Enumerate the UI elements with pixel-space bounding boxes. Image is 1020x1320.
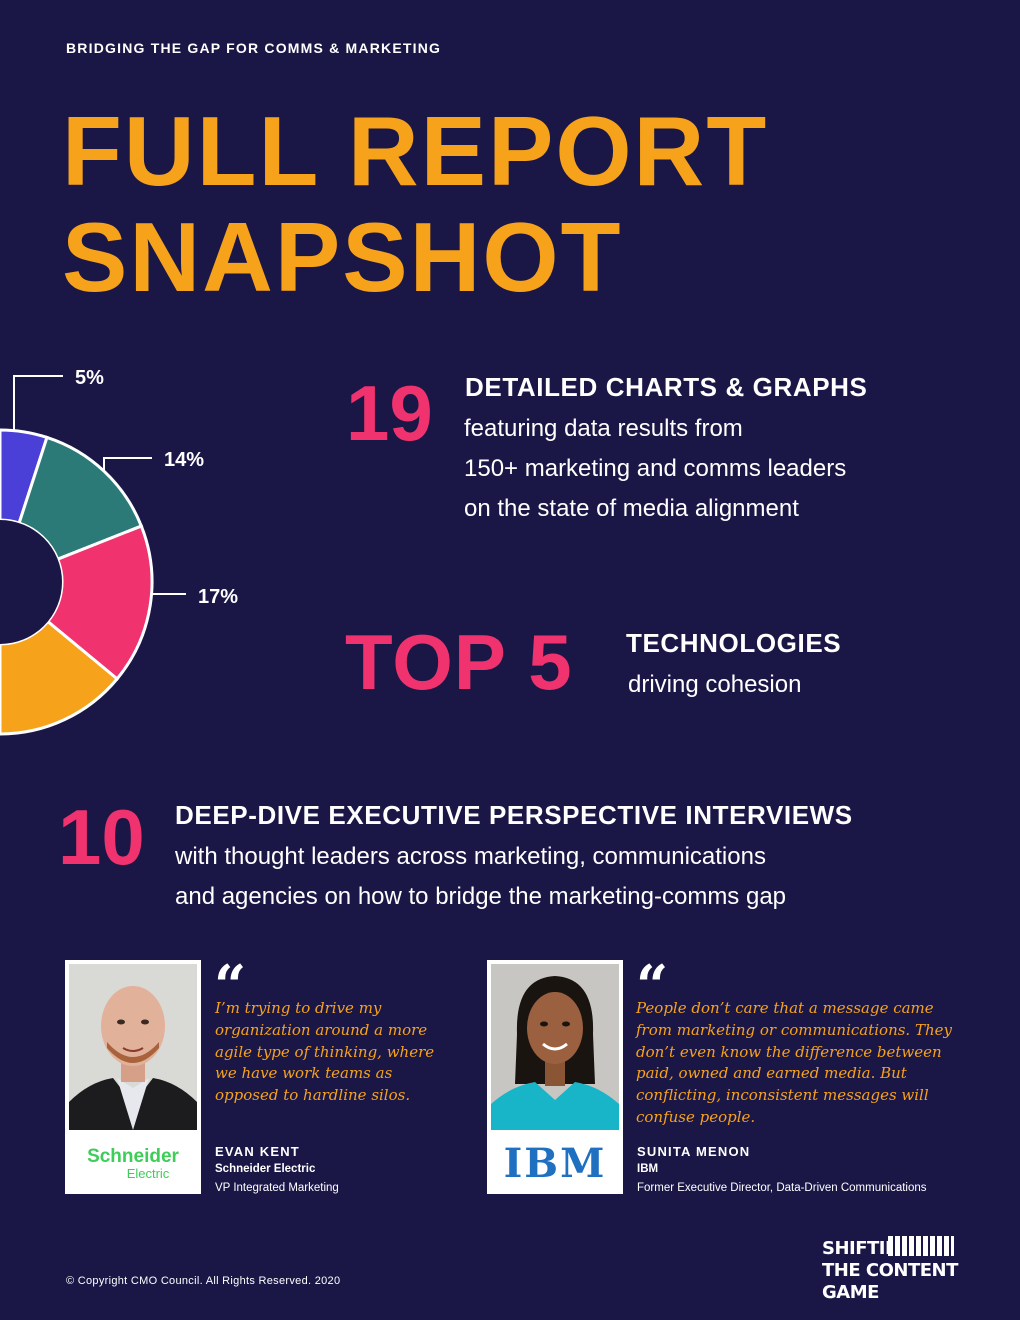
quote-company-evan-kent: Schneider Electric [215,1163,316,1175]
brand-scribble [888,1236,954,1256]
stat-number-10: 10 [58,793,145,881]
quote-text-evan-kent: I’m trying to drive my organization arou… [215,999,435,1105]
page-title: FULL REPORT SNAPSHOT [62,98,768,310]
portrait-sunita-menon [491,964,619,1130]
title-line-1: FULL REPORT [62,96,769,206]
donut-hole [0,520,62,644]
quote-mark-icon: “ [636,953,669,1019]
copyright-text: © Copyright CMO Council. All Rights Rese… [66,1275,341,1287]
stat-body-technologies: driving cohesion [628,665,801,705]
slice-label-5: 5% [75,367,104,389]
ibm-logo-text: IBM [503,1139,607,1187]
stat-heading-technologies: TECHNOLOGIES [626,628,842,658]
quote-text-sunita-menon: People don’t care that a message came fr… [636,999,952,1126]
quote-name-evan-kent: EVAN KENT [215,1144,300,1159]
slice-label-17: 17% [198,586,238,608]
stat-line: on the state of media alignment [464,495,799,522]
slice-label-14: 14% [164,449,204,471]
stat-line: featuring data results from [464,415,743,442]
photo-card-evan-kent: Schneider Electric [65,960,201,1194]
stat-heading-charts: DETAILED CHARTS & GRAPHS [465,372,868,402]
stat-body-charts: featuring data results from 150+ marketi… [464,409,846,529]
quote-mark-icon: “ [214,953,247,1019]
stat-line: driving cohesion [628,671,802,698]
eyebrow-text: BRIDGING THE GAP FOR COMMS & MARKETING [66,40,442,56]
leader-line-5 [13,375,63,430]
quote-role-sunita-menon: Former Executive Director, Data-Driven C… [637,1182,927,1194]
portrait-evan-kent [69,964,197,1130]
stat-line: 150+ marketing and comms leaders [464,455,847,482]
quote-name-sunita-menon: SUNITA MENON [637,1144,751,1159]
brand-line-2: THE CONTENT GAME [822,1260,958,1303]
stat-line: with thought leaders across marketing, c… [175,843,766,870]
stat-number-top5: TOP 5 [345,618,573,706]
leader-lines [13,375,186,595]
ibm-logo: IBM [487,1132,623,1194]
schneider-logo-line2: Electric [126,1165,170,1181]
schneider-logo: Schneider Electric [65,1132,201,1194]
leader-line-14 [103,457,152,472]
stat-line: and agencies on how to bridge the market… [175,883,787,910]
donut-slices [0,428,154,736]
stat-body-interviews: with thought leaders across marketing, c… [175,837,786,917]
donut-chart: 5% 14% 17% [0,367,238,736]
schneider-logo-line1: Schneider [87,1145,179,1167]
stat-number-19: 19 [346,369,433,457]
photo-card-sunita-menon: IBM [487,960,623,1194]
quote-role-evan-kent: VP Integrated Marketing [215,1182,339,1194]
shifting-content-game-logo: SHIFTING THE CONTENT GAME [822,1236,1020,1304]
quote-company-sunita-menon: IBM [637,1163,659,1175]
brand-line-1: SHIFTING [822,1236,1020,1260]
title-line-2: SNAPSHOT [62,202,623,312]
stat-heading-interviews: DEEP-DIVE EXECUTIVE PERSPECTIVE INTERVIE… [175,800,853,830]
